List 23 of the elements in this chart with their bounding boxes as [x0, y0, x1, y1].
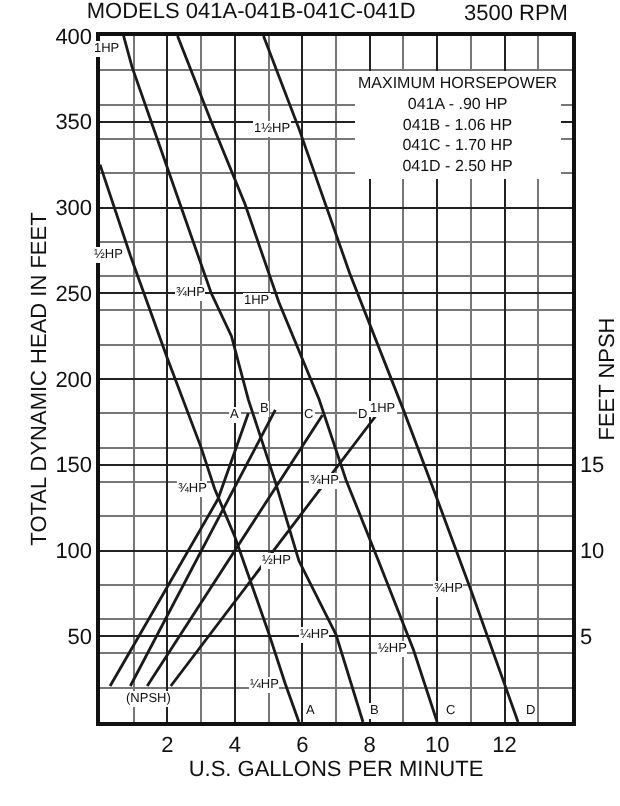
- y-tick-label: 50: [67, 625, 93, 650]
- x-axis-title: U.S. GALLONS PER MINUTE: [188, 757, 484, 782]
- y-tick-label: 250: [55, 282, 93, 307]
- x-tick-label: 6: [296, 733, 309, 758]
- y-axis-title: TOTAL DYNAMIC HEAD IN FEET: [27, 211, 52, 546]
- y-tick-label: 400: [55, 25, 93, 50]
- chart-title: MODELS 041A-041B-041C-041D: [86, 0, 416, 24]
- x-tick-label: 2: [161, 733, 174, 758]
- chart-subtitle: 3500 RPM: [464, 2, 568, 26]
- x-tick-label: 8: [363, 733, 376, 758]
- y-tick-label: 350: [55, 111, 93, 136]
- x-tick-label: 12: [492, 733, 517, 758]
- y-tick-label: 200: [55, 368, 93, 393]
- y2-axis-title: FEET NPSH: [596, 317, 620, 441]
- x-tick-label: 4: [228, 733, 241, 758]
- y-tick-label: 150: [55, 454, 93, 479]
- y-tick-label: 100: [55, 540, 93, 565]
- y2-tick-label: 5: [579, 625, 593, 650]
- annotation: MAXIMUM HORSEPOWER 041A - .90 HP 041B - 1.06 HP 041C - 1.70 HP 041D - 2.50 HP: [358, 74, 558, 176]
- y-tick-label: 300: [55, 197, 93, 222]
- y2-tick-label: 10: [579, 540, 605, 565]
- x-tick-label: 10: [424, 733, 450, 758]
- y2-tick-label: 15: [579, 454, 605, 479]
